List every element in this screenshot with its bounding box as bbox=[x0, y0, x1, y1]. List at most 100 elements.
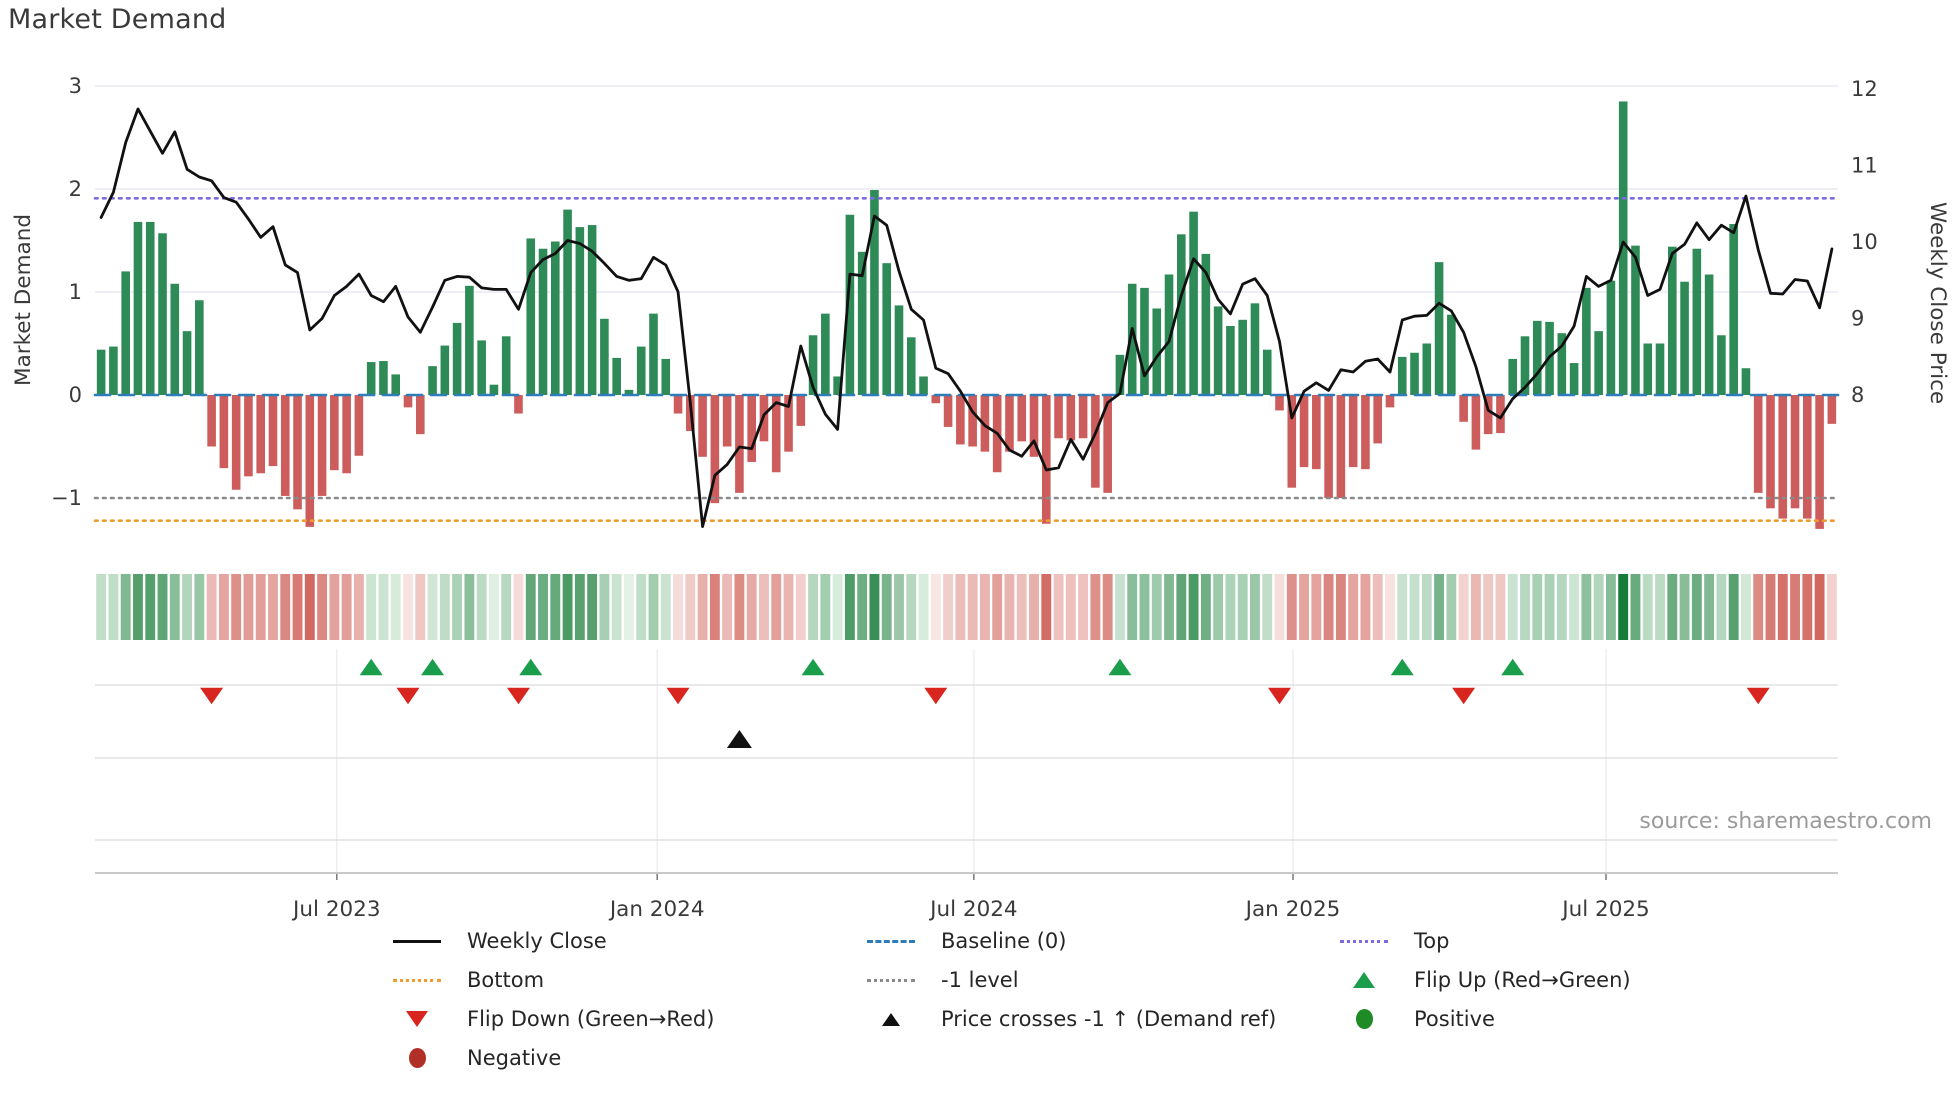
legend-label: Flip Up (Red→Green) bbox=[1414, 968, 1631, 992]
legend-item-flip-up: Flip Up (Red→Green) bbox=[1340, 965, 1631, 995]
heatmap-cell bbox=[1581, 574, 1592, 640]
demand-bar-positive bbox=[1582, 287, 1591, 395]
demand-bar-negative bbox=[1299, 395, 1309, 468]
bottom-line-swatch bbox=[393, 978, 441, 982]
demand-bar-negative bbox=[305, 395, 315, 527]
right-axis-title: Weekly Close Price bbox=[1925, 202, 1950, 404]
heatmap-cell bbox=[550, 574, 561, 640]
page-title: Market Demand bbox=[8, 4, 227, 35]
heatmap-cell bbox=[280, 574, 291, 640]
heatmap-cell bbox=[722, 574, 733, 640]
demand-bar-negative bbox=[1054, 395, 1063, 439]
heatmap-cell bbox=[1078, 574, 1089, 640]
demand-bar-negative bbox=[1312, 395, 1321, 470]
heatmap-cell bbox=[1372, 574, 1383, 640]
demand-bar-positive bbox=[195, 300, 204, 395]
heatmap-cell bbox=[1814, 574, 1825, 640]
demand-bar-positive bbox=[501, 336, 511, 395]
minus1-line-swatch bbox=[867, 978, 915, 982]
demand-bar-negative bbox=[330, 395, 339, 471]
weekly-close-path bbox=[99, 107, 1834, 528]
demand-bar-negative bbox=[268, 395, 278, 467]
demand-bar-negative bbox=[256, 395, 266, 474]
heatmap-cell bbox=[1434, 574, 1445, 640]
heatmap-cell bbox=[1618, 574, 1629, 640]
heatmap-cell bbox=[992, 574, 1003, 640]
heatmap-cell bbox=[869, 574, 880, 640]
heatmap-cell bbox=[795, 574, 806, 640]
demand-bar-negative bbox=[403, 395, 413, 408]
heatmap-cell bbox=[1741, 574, 1751, 640]
weekly-close-line-swatch bbox=[393, 939, 441, 943]
heatmap-cell bbox=[157, 574, 168, 640]
demand-bar-negative bbox=[1753, 395, 1763, 493]
demand-bar-positive bbox=[1508, 358, 1518, 395]
legend-label: Price crosses -1 ↑ (Demand ref) bbox=[941, 1007, 1277, 1031]
heatmap-cell bbox=[1446, 574, 1457, 640]
heatmap-cell bbox=[673, 574, 683, 640]
heatmap-cell bbox=[1286, 574, 1297, 640]
heatmap-cell bbox=[1532, 574, 1543, 640]
heatmap-cell bbox=[1630, 574, 1641, 640]
demand-bar-positive bbox=[587, 225, 597, 395]
demand-bar-negative bbox=[1496, 395, 1505, 434]
heatmap-cell bbox=[268, 574, 278, 640]
flip-down-marker bbox=[1452, 687, 1476, 705]
demand-bar-positive bbox=[1729, 224, 1738, 395]
right-tick-label: 9 bbox=[1851, 307, 1864, 331]
demand-bar-positive bbox=[1594, 331, 1603, 395]
demand-bar-positive bbox=[1643, 343, 1653, 395]
heatmap-cell bbox=[1790, 574, 1800, 640]
negative-dot-icon bbox=[408, 1048, 426, 1068]
demand-bar-positive bbox=[526, 238, 536, 395]
demand-bar-negative bbox=[796, 395, 806, 426]
demand-bar-positive bbox=[489, 384, 499, 395]
demand-bar-negative bbox=[1361, 395, 1370, 470]
demand-bar-positive bbox=[1238, 319, 1247, 395]
heatmap-cell bbox=[783, 574, 794, 640]
demand-bar-positive bbox=[428, 366, 437, 395]
demand-bar-negative bbox=[943, 395, 953, 427]
heatmap-cell bbox=[1556, 574, 1567, 640]
legend-label: Positive bbox=[1414, 1007, 1495, 1031]
heatmap-cell bbox=[1458, 574, 1469, 640]
flip-down-icon bbox=[406, 1011, 428, 1027]
heatmap-cell bbox=[1200, 574, 1211, 640]
heatmap-cell bbox=[930, 574, 941, 640]
demand-bar-positive bbox=[379, 361, 388, 395]
demand-bar-positive bbox=[1680, 281, 1689, 395]
heatmap-cell bbox=[96, 574, 107, 640]
demand-bar-negative bbox=[1483, 395, 1493, 435]
demand-bar-positive bbox=[1397, 356, 1407, 395]
demand-bar-positive bbox=[857, 251, 867, 395]
demand-bar-positive bbox=[600, 318, 609, 395]
heatmap-cell bbox=[1691, 574, 1702, 640]
heatmap-cell bbox=[1016, 574, 1027, 640]
heatmap-cell bbox=[1004, 574, 1015, 640]
demand-bar-negative bbox=[1078, 395, 1088, 439]
demand-bar-positive bbox=[1164, 274, 1174, 395]
heatmap-cell bbox=[771, 574, 782, 640]
demand-bar-positive bbox=[1631, 245, 1640, 395]
demand-bar-positive bbox=[465, 285, 474, 395]
heatmap-cell bbox=[1065, 574, 1076, 640]
legend-label: Bottom bbox=[467, 968, 545, 992]
heatmap-cell bbox=[1753, 574, 1764, 640]
heatmap-cell bbox=[145, 574, 156, 640]
heatmap-cell bbox=[844, 574, 855, 640]
demand-bar-negative bbox=[1324, 395, 1333, 498]
heatmap-cell bbox=[1299, 574, 1309, 640]
demand-bar-positive bbox=[624, 389, 634, 395]
heatmap-cell bbox=[1397, 574, 1408, 640]
heatmap-cell bbox=[120, 574, 131, 640]
heatmap-cell bbox=[1323, 574, 1334, 640]
heatmap-cell bbox=[857, 574, 868, 640]
legend-item-flip-down: Flip Down (Green→Red) bbox=[393, 1004, 714, 1034]
x-tick-label: Jul 2023 bbox=[291, 897, 381, 922]
demand-bar-positive bbox=[870, 190, 879, 395]
demand-bar-positive bbox=[96, 349, 106, 395]
heatmap-cell bbox=[709, 574, 720, 640]
demand-bar-negative bbox=[342, 395, 351, 474]
